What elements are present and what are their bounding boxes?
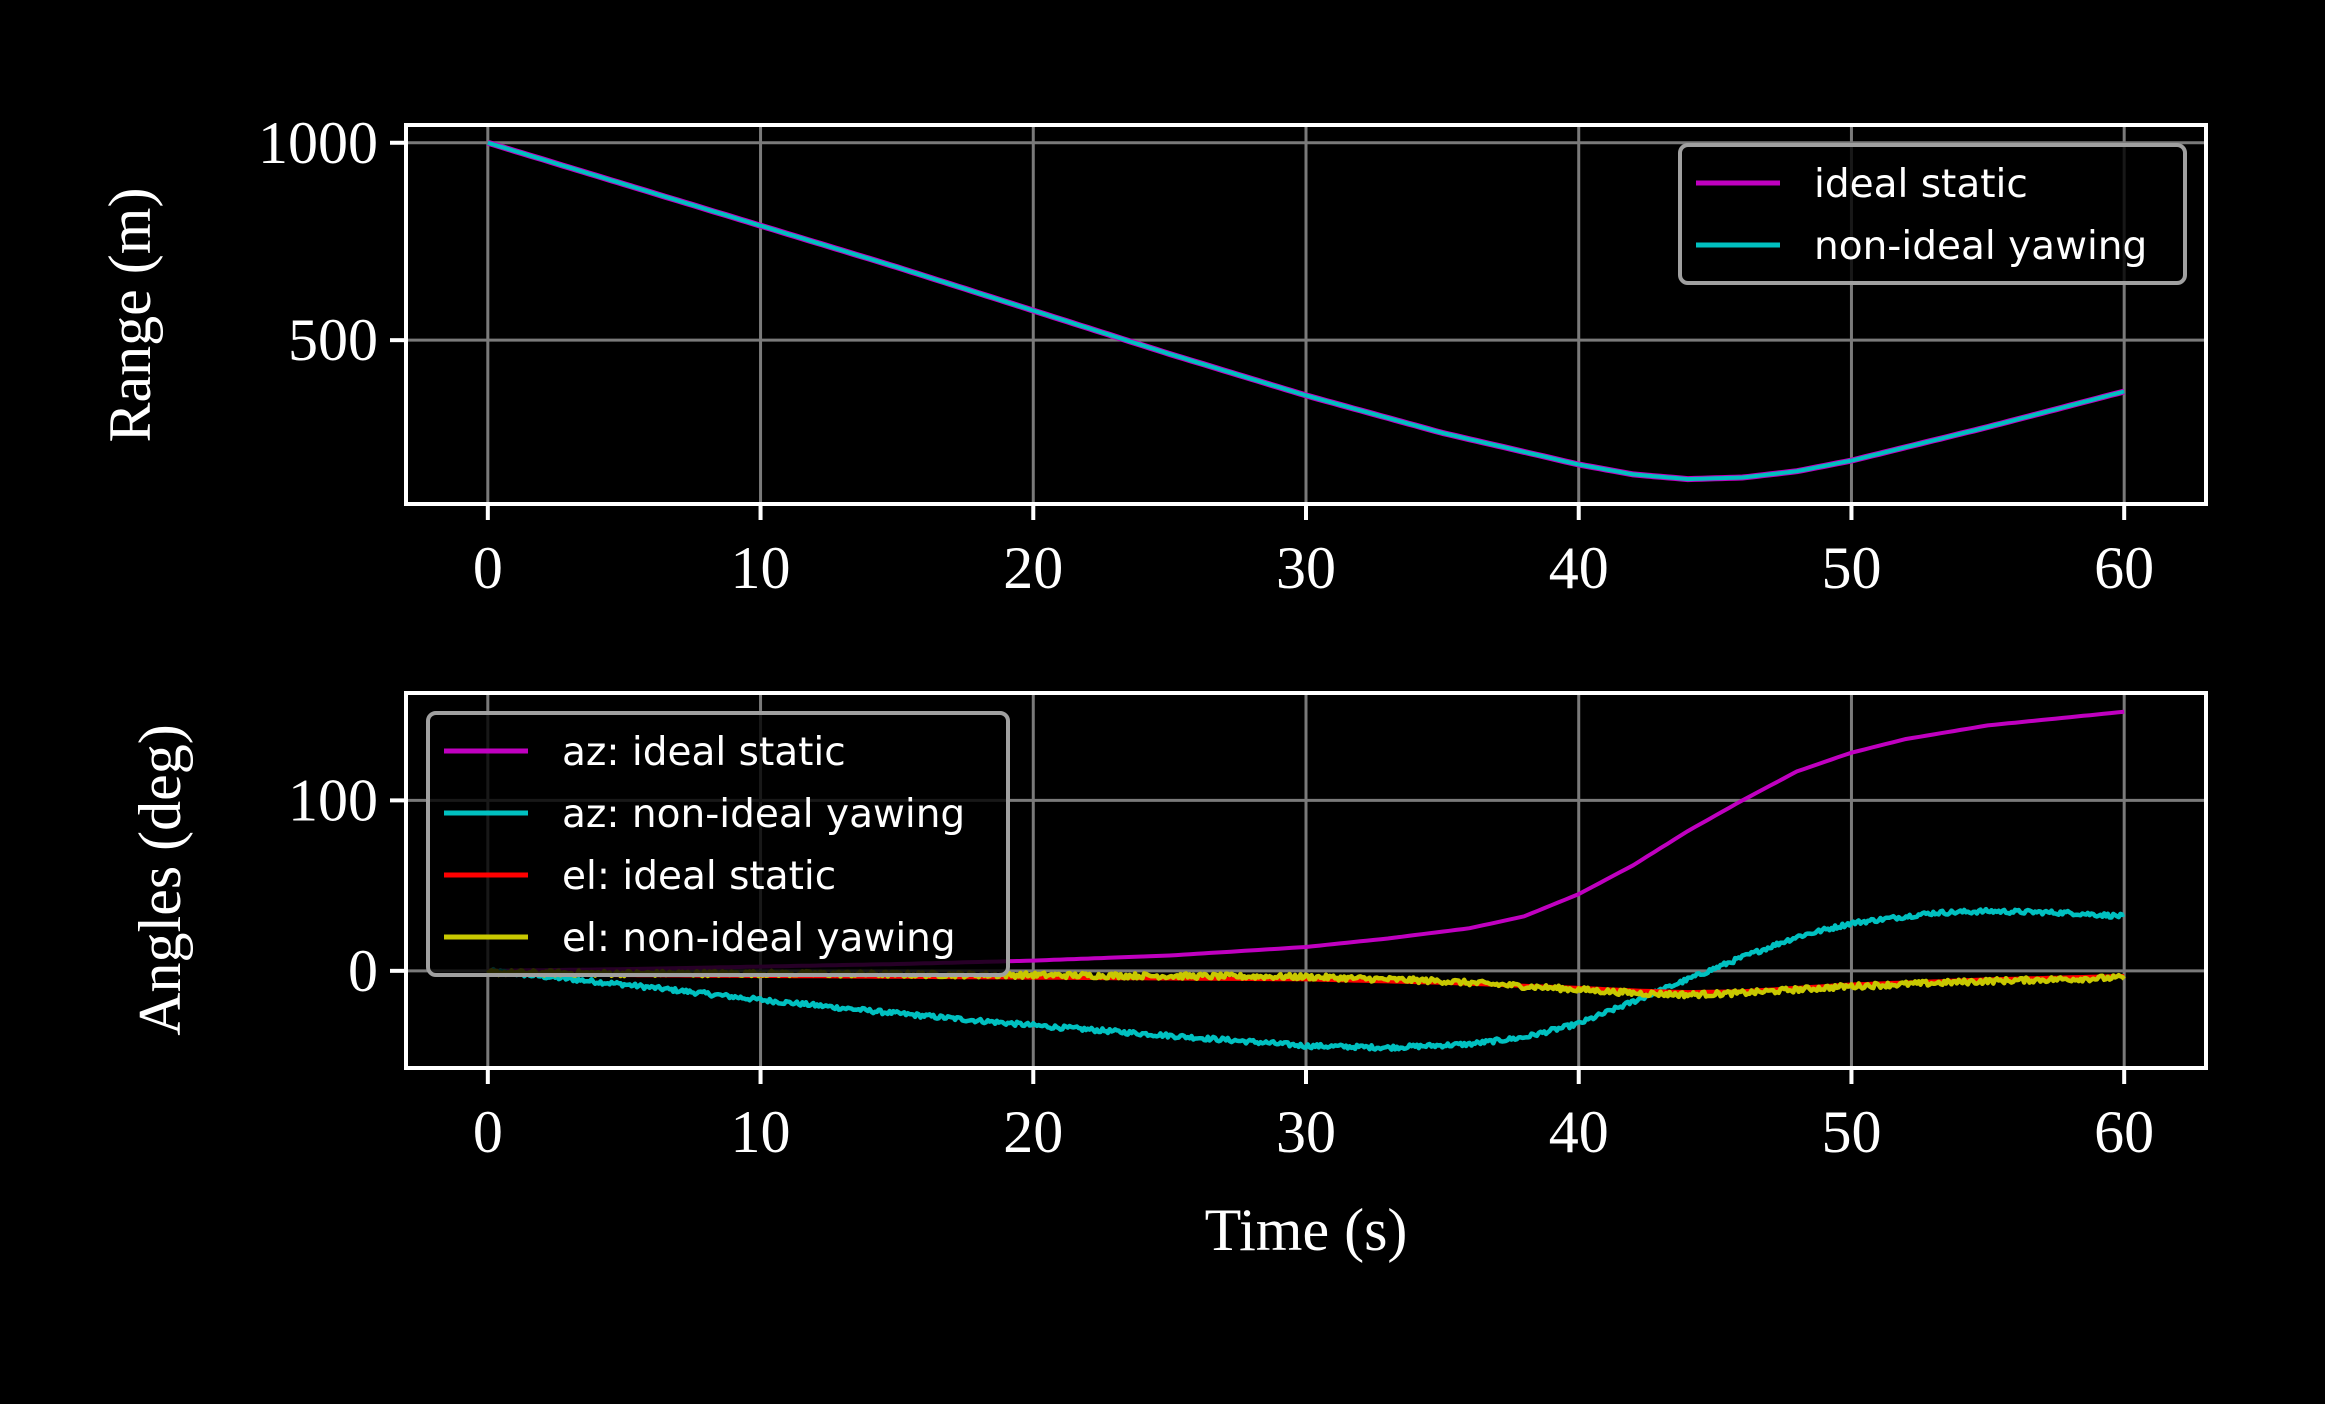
range-ticks: 0 10 20 30 40 50 60 500 1000	[258, 110, 2154, 601]
angles-ticks: 0 10 20 30 40 50 60 0 100	[288, 767, 2154, 1165]
range-y-tick-label: 500	[288, 307, 378, 373]
angles-legend-label: az: ideal static	[562, 730, 846, 775]
angles-legend-label: el: ideal static	[562, 854, 836, 899]
angles-legend-label: el: non-ideal yawing	[562, 916, 956, 961]
range-x-tick-label: 0	[473, 535, 503, 601]
angles-x-tick-label: 20	[1003, 1099, 1063, 1165]
range-grid	[406, 125, 2206, 504]
range-legend-box	[1678, 143, 2187, 285]
angles-x-tick-label: 40	[1549, 1099, 1609, 1165]
range-x-tick-label: 40	[1549, 535, 1609, 601]
range-x-tick-label: 20	[1003, 535, 1063, 601]
angles-x-tick-label: 30	[1276, 1099, 1336, 1165]
range-x-tick-label: 50	[1821, 535, 1881, 601]
angles-y-tick-label: 100	[288, 767, 378, 833]
range-legend-label: non-ideal yawing	[1814, 224, 2147, 269]
angles-x-tick-label: 60	[2094, 1099, 2154, 1165]
angles-x-tick-label: 10	[731, 1099, 791, 1165]
angles-legend-box	[426, 711, 1010, 977]
angles-x-tick-label: 50	[1821, 1099, 1881, 1165]
angles-legend-label: az: non-ideal yawing	[562, 792, 965, 837]
angles-x-axis-label: Time (s)	[1205, 1197, 1408, 1263]
angles-y-axis-label: Angles (deg)	[127, 724, 193, 1036]
range-legend-label: ideal static	[1814, 162, 2028, 207]
angles-x-tick-label: 0	[473, 1099, 503, 1165]
range-subplot: 0 10 20 30 40 50 60 500 1000 Range (m) ideal sta…	[97, 110, 2208, 601]
range-y-axis-label: Range (m)	[97, 188, 163, 443]
angles-y-tick-label: 0	[348, 938, 378, 1004]
range-series-line-1	[487, 140, 2125, 482]
range-series	[486, 139, 2125, 483]
range-legend: ideal static non-ideal yawing	[1678, 143, 2187, 285]
angles-series-line-1	[486, 906, 2126, 1052]
range-x-tick-label: 30	[1276, 535, 1336, 601]
angles-legend: az: ideal static az: non-ideal yawing el: …	[426, 711, 1010, 977]
range-x-tick-label: 10	[731, 535, 791, 601]
range-x-tick-label: 60	[2094, 535, 2154, 601]
range-y-tick-label: 1000	[258, 110, 378, 176]
